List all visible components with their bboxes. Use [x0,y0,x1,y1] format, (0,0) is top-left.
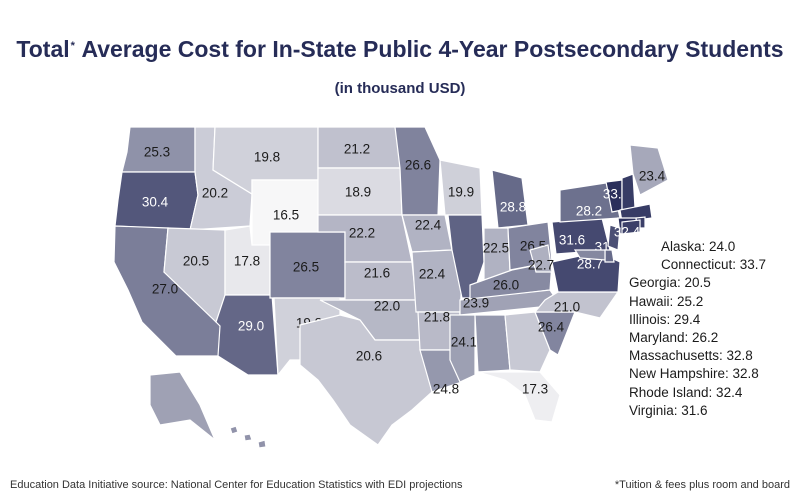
state-label-ks: 21.6 [364,266,390,281]
callout-list: Alaska: 24.0 Connecticut: 33.7 Georgia: … [629,238,766,420]
state-label-sd: 18.9 [345,185,371,200]
state-label-de: 28.7 [577,257,603,272]
state-label-co: 26.5 [293,260,319,275]
state-ga [504,311,551,373]
state-label-ia: 22.4 [415,218,442,233]
state-label-ca: 27.0 [152,282,178,297]
title-rest: Average Cost for In-State Public 4-Year … [75,36,784,62]
state-label-me: 23.4 [639,169,666,184]
state-label-ne: 22.2 [349,226,375,241]
state-az [215,294,279,376]
state-ky [469,261,553,301]
state-label-wi: 19.9 [448,185,474,200]
state-label-tx: 20.6 [356,349,382,364]
state-label-mi: 28.8 [500,200,526,215]
state-label-sc: 26.4 [538,320,565,335]
state-label-ut: 17.8 [234,254,260,269]
state-hi [229,425,267,449]
state-label-mn: 26.6 [405,158,431,173]
state-label-wv: 22.7 [528,258,554,273]
chart-subtitle: (in thousand USD) [334,80,466,97]
state-label-or: 30.4 [142,195,169,210]
callout-virginia: Virginia: 31.6 [629,402,708,418]
state-label-in: 22.5 [483,241,509,256]
callout-georgia: Georgia: 20.5 [629,275,711,291]
state-md [573,249,606,261]
state-label-la: 24.8 [433,382,459,397]
state-label-nd: 21.2 [344,142,370,157]
state-label-ar: 21.8 [424,310,450,325]
chart-title: Total* Average Cost for In-State Public … [0,36,800,63]
callout-maryland: Maryland: 26.2 [629,330,719,346]
callout-illinois: Illinois: 29.4 [629,311,701,327]
title-lead: Total [16,36,70,62]
state-label-nj2: 32.4 [614,225,641,240]
callout-connecticut: Connecticut: 33.7 [661,257,767,273]
state-label-mt: 19.8 [254,150,280,165]
state-label-ny: 28.2 [576,204,602,219]
state-ak [149,371,216,441]
state-label-fl: 17.3 [522,382,548,397]
state-label-az: 29.0 [238,319,264,334]
callout-massachusetts: Massachusetts: 32.8 [629,348,753,364]
footnote: *Tuition & fees plus room and board [614,479,790,491]
state-label-pa: 31.6 [559,233,585,248]
callout-new-hampshire: New Hampshire: 32.8 [629,366,759,382]
state-wv [529,244,553,273]
state-label-id: 20.2 [202,186,228,201]
state-nj [607,224,621,251]
state-label-mo: 22.4 [419,267,446,282]
state-label-tn: 23.9 [463,296,489,311]
callout-hawaii: Hawaii: 25.2 [629,293,704,309]
state-nj2 [621,219,641,235]
callout-rhode-island: Rhode Island: 32.4 [629,384,743,400]
state-tx [299,314,433,446]
callout-alaska: Alaska: 24.0 [661,239,736,254]
state-label-ok: 22.0 [374,299,400,314]
state-ms [449,314,476,383]
state-label-wy: 16.5 [273,208,299,223]
state-al [474,314,511,373]
state-nh [621,173,636,211]
title-asterisk: * [70,40,75,52]
state-me [629,144,669,196]
state-label-ky: 26.0 [493,278,519,293]
state-label-wa: 25.3 [144,145,170,160]
state-de [604,249,615,263]
state-fl [477,371,561,423]
state-label-nc: 21.0 [554,300,580,315]
source-note: Education Data Initiative source: Nation… [10,479,463,491]
state-label-ms: 24.1 [451,335,477,350]
state-label-nv: 20.5 [183,254,209,269]
